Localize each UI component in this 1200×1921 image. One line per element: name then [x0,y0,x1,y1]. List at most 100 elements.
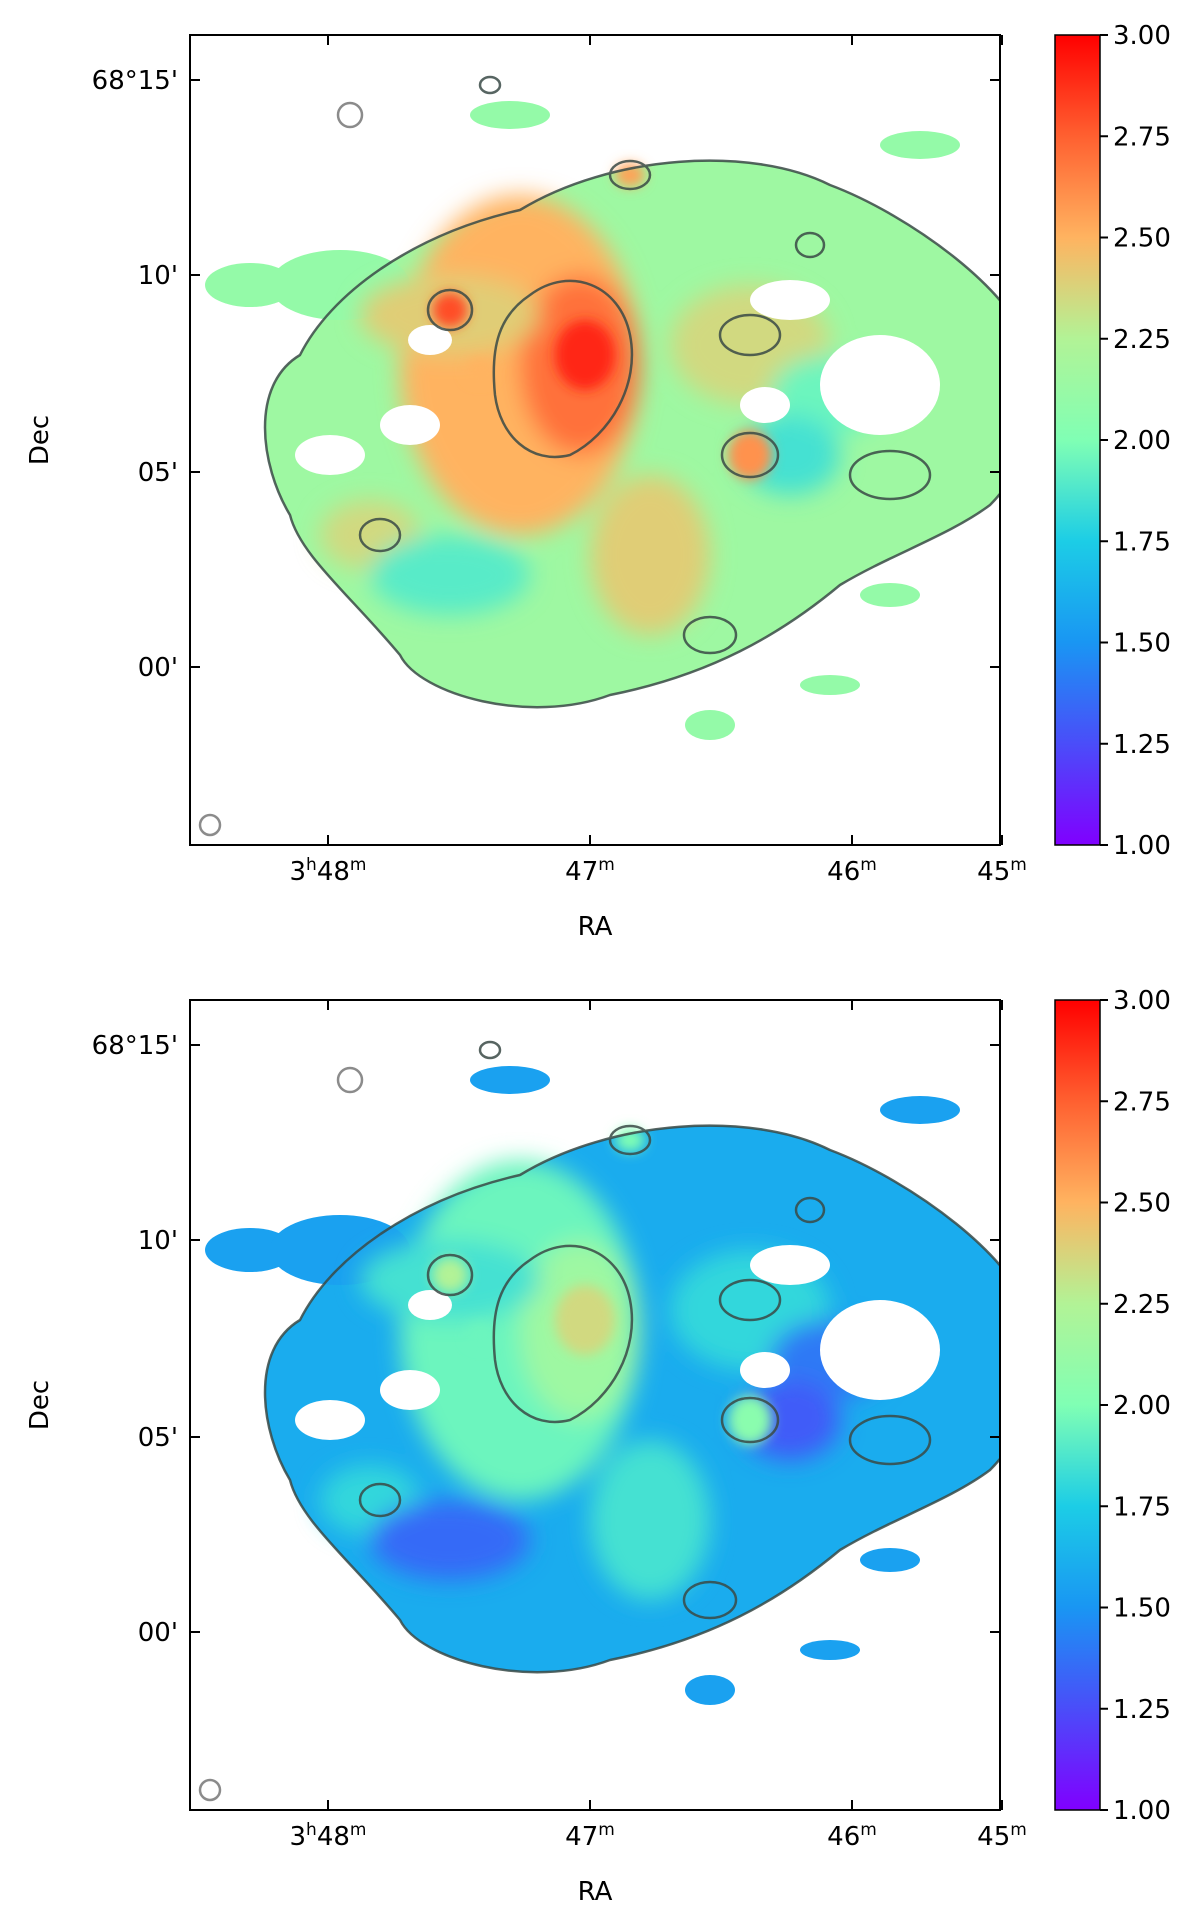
contour-ring [794,1196,826,1224]
beam-ring [198,813,222,837]
heatmap-layer [205,101,1000,740]
y-tick-label: 10' [138,1226,178,1256]
plot-frame [189,34,1001,846]
colorbar [1054,34,1101,846]
contour-ring [794,231,826,259]
colorbar-tick-label: 2.50 [1113,224,1171,254]
x-tick-label: 47m [565,1820,615,1852]
masked-hole [750,280,830,320]
contour-ring [718,1278,782,1322]
x-ticks: 3h48m 47m 46m 45m [290,35,1027,887]
beam-ring [198,1778,222,1802]
masked-hole [295,435,365,475]
contour-ring [682,1580,738,1620]
halo-patch [860,583,920,607]
masked-hole [408,325,452,355]
contour-nucleus [492,1244,634,1424]
y-tick-label: 00' [138,653,178,683]
x-tick-label: 3h48m [290,855,367,887]
contour-nucleus [492,279,634,459]
colorbar-tick-label: 1.25 [1113,730,1171,760]
y-tick-label: 10' [138,261,178,291]
masked-hole [380,1370,440,1410]
contour-ring [720,431,780,479]
masked-hole [750,1245,830,1285]
beam-ring [336,1066,364,1094]
x-tick-label: 46m [827,1820,877,1852]
contour-ring [358,517,402,553]
masked-hole [740,387,790,423]
contour-layer [198,1040,1000,1802]
x-axis-label: RA [578,1877,613,1907]
masked-hole [408,1290,452,1320]
contour-ring [426,1253,474,1297]
contour-ring [426,288,474,332]
panel-bottom: 3h48m 47m 46m 45m 68°15' 10' 05' 00' RA Dec 3.… [25,986,1171,1907]
masked-hole [820,1300,940,1400]
beam-ring [336,101,364,129]
masked-hole [295,1400,365,1440]
colorbar-tick-label: 1.75 [1113,527,1171,557]
halo-patch [470,1066,550,1094]
y-tick-label: 68°15' [92,66,178,96]
colorbar-tick-label: 1.50 [1113,1594,1171,1624]
masked-hole [820,335,940,435]
colorbar [1054,999,1101,1811]
colorbar-tick-label: 1.75 [1113,1492,1171,1522]
contour-ring [682,615,738,655]
contour-outer [263,1124,1000,1674]
y-tick-label: 05' [138,458,178,488]
y-axis-label: Dec [25,1380,55,1430]
x-tick-label: 45m [977,1820,1027,1852]
x-tick-label: 47m [565,855,615,887]
colorbar-tick-label: 2.25 [1113,325,1171,355]
halo-patch [800,1640,860,1660]
plot-frame [189,999,1001,1811]
contour-ring [720,1396,780,1444]
halo-patch [205,263,295,307]
contour-ring [848,449,932,501]
contour-ring [478,75,502,95]
heatmap-image [205,1066,1000,1705]
contour-ring [608,1124,652,1156]
colorbar-tick-label: 2.25 [1113,1290,1171,1320]
colorbar-tick-label: 3.00 [1113,21,1171,51]
colorbar-tick-label: 1.25 [1113,1695,1171,1725]
colorbar-tick-label: 2.50 [1113,1189,1171,1219]
heatmap-layer [205,1066,1000,1705]
colorbar-tick-label: 1.00 [1113,831,1171,861]
y-tick-label: 68°15' [92,1031,178,1061]
x-axis-label: RA [578,912,613,942]
y-axis-label: Dec [25,415,55,465]
contour-layer [198,75,1000,837]
halo-patch [685,710,735,740]
halo-patch [800,675,860,695]
x-ticks: 3h48m 47m 46m 45m [290,1000,1027,1852]
masked-hole [380,405,440,445]
contour-ring [478,1040,502,1060]
x-tick-label: 3h48m [290,1820,367,1852]
y-tick-label: 05' [138,1423,178,1453]
x-tick-label: 46m [827,855,877,887]
contour-ring [848,1414,932,1466]
colorbar-ticks: 3.00 2.75 2.50 2.25 2.00 1.75 1.50 1.25 1.00 [1100,986,1171,1826]
masked-hole [740,1352,790,1388]
y-ticks: 68°15' 10' 05' 00' [92,1031,1000,1648]
halo-patch [880,1096,960,1124]
halo-patch [685,1675,735,1705]
colorbar-tick-label: 2.00 [1113,1391,1171,1421]
contour-outer [263,159,1000,709]
colorbar-tick-label: 2.75 [1113,122,1171,152]
halo-patch [470,101,550,129]
contour-ring [358,1482,402,1518]
colorbar-tick-label: 2.75 [1113,1087,1171,1117]
x-tick-label: 45m [977,855,1027,887]
y-tick-label: 00' [138,1618,178,1648]
colorbar-tick-label: 1.50 [1113,629,1171,659]
halo-patch [860,1548,920,1572]
y-ticks: 68°15' 10' 05' 00' [92,66,1000,683]
contour-ring [718,313,782,357]
halo-patch [880,131,960,159]
colorbar-tick-label: 3.00 [1113,986,1171,1016]
